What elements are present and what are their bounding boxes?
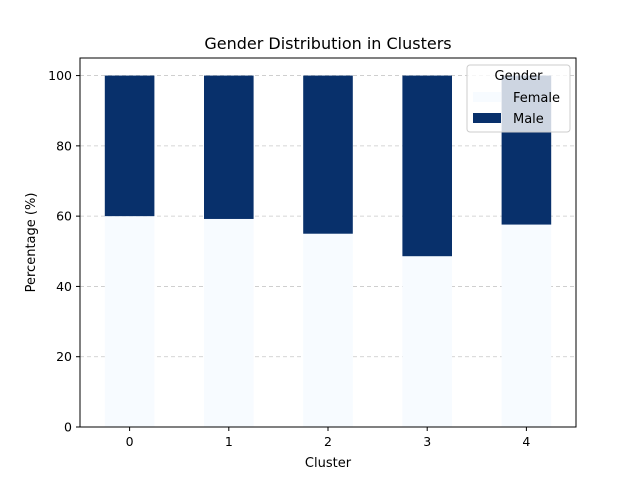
y-axis-label: Percentage (%)	[24, 193, 39, 293]
bar-female-cluster-3	[402, 256, 452, 427]
chart-title: Gender Distribution in Clusters	[204, 34, 451, 53]
legend-label-male: Male	[513, 112, 544, 127]
y-tick-label: 0	[64, 420, 72, 435]
y-tick-label: 40	[56, 279, 72, 294]
legend-title: Gender	[495, 69, 544, 84]
y-tick-label: 80	[56, 138, 72, 153]
x-tick-label: 4	[522, 434, 530, 449]
x-tick-label: 0	[126, 434, 134, 449]
x-axis-label: Cluster	[305, 456, 352, 471]
bar-female-cluster-0	[104, 216, 155, 427]
y-tick-label: 60	[56, 209, 72, 224]
x-axis: 0 1 2 3 4	[126, 427, 530, 449]
x-tick-label: 3	[423, 434, 431, 449]
x-tick-label: 1	[225, 434, 233, 449]
bar-male-cluster-0	[104, 75, 155, 217]
bar-male-cluster-3	[402, 75, 452, 257]
bars	[104, 75, 552, 427]
y-axis: 0 20 40 60 80 100	[48, 68, 80, 435]
bar-male-cluster-2	[303, 75, 353, 234]
y-tick-label: 20	[56, 349, 72, 364]
legend-label-female: Female	[513, 91, 560, 106]
bar-female-cluster-2	[303, 233, 353, 427]
x-tick-label: 2	[324, 434, 332, 449]
legend-swatch-male	[473, 113, 501, 123]
y-tick-label: 100	[48, 68, 72, 83]
legend-swatch-female	[473, 92, 501, 102]
legend: Gender Female Male	[466, 64, 571, 133]
bar-female-cluster-4	[501, 224, 552, 427]
bar-male-cluster-1	[204, 75, 254, 219]
bar-female-cluster-1	[204, 218, 254, 427]
